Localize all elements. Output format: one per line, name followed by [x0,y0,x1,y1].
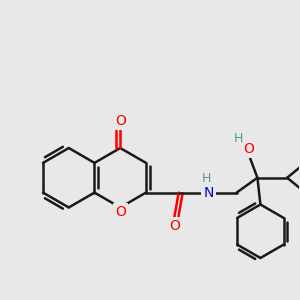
Text: H: H [202,172,211,185]
Text: O: O [115,206,126,219]
Text: O: O [115,114,126,128]
Text: O: O [169,219,180,233]
Text: H: H [234,132,243,145]
Text: N: N [203,186,214,200]
Text: O: O [243,142,254,156]
